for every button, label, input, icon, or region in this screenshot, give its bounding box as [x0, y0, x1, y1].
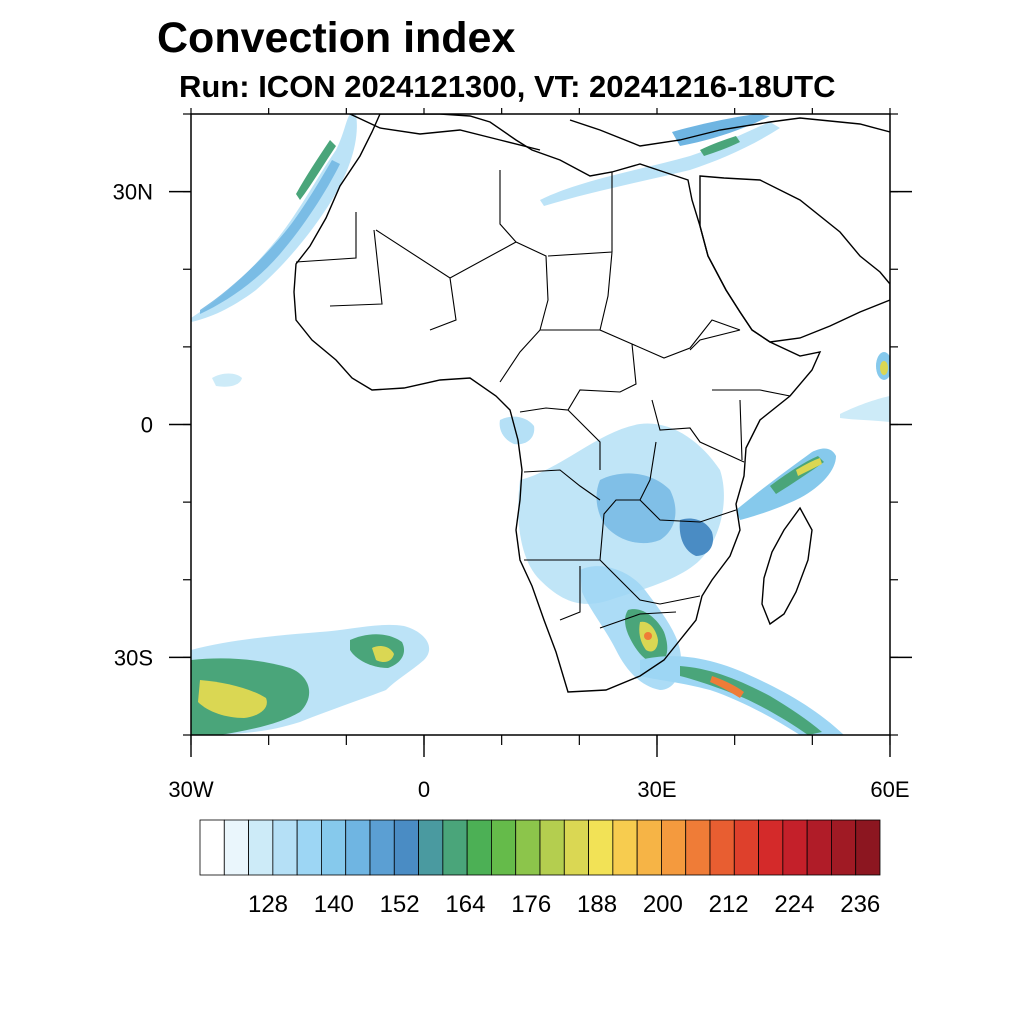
convection-core-northwest-2	[296, 140, 336, 200]
colorbar-label: 224	[774, 891, 814, 918]
colorbar-swatch	[369, 819, 395, 876]
arabia-coast	[699, 175, 890, 343]
colorbar-swatch	[733, 819, 759, 876]
convection-core-central-2	[679, 518, 714, 556]
colorbar-swatch	[345, 819, 371, 876]
colorbar-label: 236	[840, 891, 880, 918]
colorbar-label: 200	[643, 891, 683, 918]
colorbar: 128 140 152 164 176 188 200 212 224 236	[199, 819, 881, 918]
colorbar-swatch	[442, 819, 468, 876]
colorbar-swatch	[393, 819, 419, 876]
colorbar-swatch	[466, 819, 492, 876]
colorbar-swatch	[685, 819, 711, 876]
colorbar-swatch	[782, 819, 808, 876]
colorbar-label: 152	[380, 891, 420, 918]
colorbar-swatch	[831, 819, 857, 876]
colorbar-swatch	[199, 819, 225, 876]
colorbar-label: 188	[577, 891, 617, 918]
colorbar-swatch	[758, 819, 784, 876]
colorbar-label: 212	[709, 891, 749, 918]
lon-tick-label: 30E	[637, 777, 676, 802]
colorbar-swatch	[539, 819, 565, 876]
convection-core-southwest-4	[372, 646, 394, 662]
colorbar-swatch	[515, 819, 541, 876]
colorbar-swatch	[296, 819, 322, 876]
convection-core-southeast-2	[710, 676, 744, 698]
convection-spot-east-core	[880, 361, 888, 375]
convection-spot-gulf	[499, 416, 535, 445]
convection-peak-south	[644, 632, 652, 640]
colorbar-swatch	[709, 819, 735, 876]
lon-tick-label: 60E	[870, 777, 909, 802]
europe-coast	[349, 114, 890, 151]
lon-tick-label: 0	[418, 777, 430, 802]
colorbar-label: 176	[511, 891, 551, 918]
chart-subtitle: Run: ICON 2024121300, VT: 20241216-18UTC	[179, 69, 836, 104]
madagascar-coast	[761, 506, 813, 626]
chart-title: Convection index	[157, 14, 516, 62]
convection-core-northwest	[200, 160, 340, 314]
colorbar-swatch	[321, 819, 347, 876]
colorbar-swatch	[418, 819, 444, 876]
colorbar-swatch	[612, 819, 638, 876]
axis-ticks: 30W 0 30E 60E 30N 0 30S	[113, 108, 912, 802]
lat-tick-label: 0	[141, 413, 153, 438]
colorbar-swatch	[806, 819, 832, 876]
convection-core-mediterranean-2	[700, 136, 740, 156]
lat-tick-label: 30N	[113, 180, 153, 205]
colorbar-swatch	[272, 819, 298, 876]
colorbar-swatch	[636, 819, 662, 876]
colorbar-swatch	[248, 819, 274, 876]
colorbar-swatch	[223, 819, 249, 876]
colorbar-swatch	[661, 819, 687, 876]
convection-area-mediterranean	[540, 122, 780, 206]
colorbar-label: 140	[314, 891, 354, 918]
colorbar-swatch	[491, 819, 517, 876]
convection-field	[191, 114, 890, 735]
colorbar-swatch	[563, 819, 589, 876]
convection-core-southwest-2	[198, 680, 267, 718]
convection-area-east	[840, 396, 890, 422]
lon-tick-label: 30W	[168, 777, 213, 802]
coastline-borders	[293, 114, 890, 693]
borders	[295, 170, 791, 629]
colorbar-label: 128	[248, 891, 288, 918]
lat-tick-label: 30S	[114, 645, 153, 670]
colorbar-label: 164	[445, 891, 485, 918]
colorbar-swatch	[588, 819, 614, 876]
colorbar-swatch	[855, 819, 881, 876]
convection-core-madagascar-2	[796, 458, 822, 476]
africa-coastline	[293, 114, 822, 693]
convection-core-central	[596, 473, 676, 544]
convection-spot-west	[212, 373, 242, 387]
